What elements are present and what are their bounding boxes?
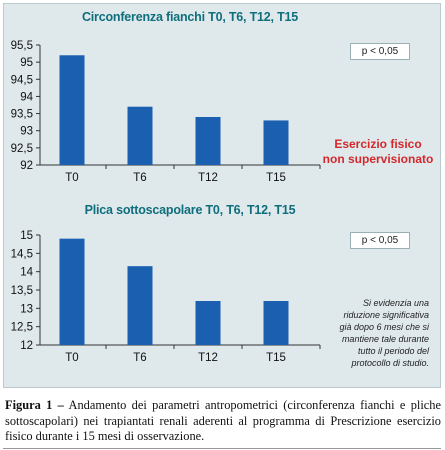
- bar: [195, 301, 221, 345]
- x-tick-label: T6: [133, 352, 146, 364]
- x-tick-label: T0: [65, 172, 78, 184]
- bar: [59, 238, 85, 345]
- note-line: riduzione significativa: [343, 310, 429, 320]
- y-tick-label: 94: [20, 91, 33, 103]
- note-line: mantiene tale durante: [341, 334, 429, 344]
- y-tick-label: 92,5: [11, 143, 33, 155]
- bottom-rule: [3, 448, 441, 449]
- y-tick-label: 12,5: [11, 322, 33, 334]
- note-line: protocollo di studio.: [351, 358, 429, 368]
- x-tick-label: T0: [65, 352, 78, 364]
- chart1-title: Circonferenza fianchi T0, T6, T12, T15: [81, 10, 299, 24]
- y-tick-label: 13: [20, 303, 33, 315]
- study-note: Si evidenzia una riduzione significativa…: [300, 297, 429, 369]
- y-tick-label: 93,5: [11, 109, 33, 121]
- exercise-label: Esercizio fisico non supervisionato: [320, 137, 436, 167]
- note-line: tutto il periodo del: [357, 346, 429, 356]
- y-tick-label: 15: [20, 230, 33, 242]
- bar: [263, 120, 289, 165]
- caption-text: Andamento dei parametri antropometrici (…: [5, 398, 441, 443]
- y-tick-label: 14: [20, 267, 33, 279]
- note-line: già dopo 6 mesi che si: [339, 322, 429, 332]
- bar: [127, 106, 153, 165]
- chart1-pvalue-box: p < 0,05: [350, 43, 410, 60]
- y-tick-label: 94,5: [11, 74, 33, 86]
- exercise-label-line1: Esercizio fisico: [334, 137, 422, 151]
- x-tick-label: T12: [198, 172, 218, 184]
- bar: [195, 117, 221, 165]
- figure-caption: Figura 1 – Andamento dei parametri antro…: [5, 398, 441, 445]
- x-tick-label: T15: [266, 352, 286, 364]
- exercise-label-line2: non supervisionato: [322, 152, 434, 166]
- x-tick-label: T15: [266, 172, 286, 184]
- x-tick-label: T12: [198, 352, 218, 364]
- y-tick-label: 92: [20, 160, 33, 172]
- chart2-title: Plica sottoscapolare T0, T6, T12, T15: [84, 203, 296, 217]
- y-tick-label: 93: [20, 126, 33, 138]
- y-tick-label: 95,5: [11, 40, 33, 52]
- x-tick-label: T6: [133, 172, 146, 184]
- chart2-pvalue-box: p < 0,05: [350, 232, 410, 249]
- bar: [263, 301, 289, 345]
- note-line: Si evidenzia una: [362, 298, 429, 308]
- bar: [127, 266, 153, 345]
- y-tick-label: 95: [20, 57, 33, 69]
- y-tick-label: 14,5: [11, 248, 33, 260]
- y-tick-label: 13,5: [11, 285, 33, 297]
- caption-label: Figura 1 –: [5, 398, 64, 412]
- y-tick-label: 12: [20, 340, 33, 352]
- bar: [59, 55, 85, 165]
